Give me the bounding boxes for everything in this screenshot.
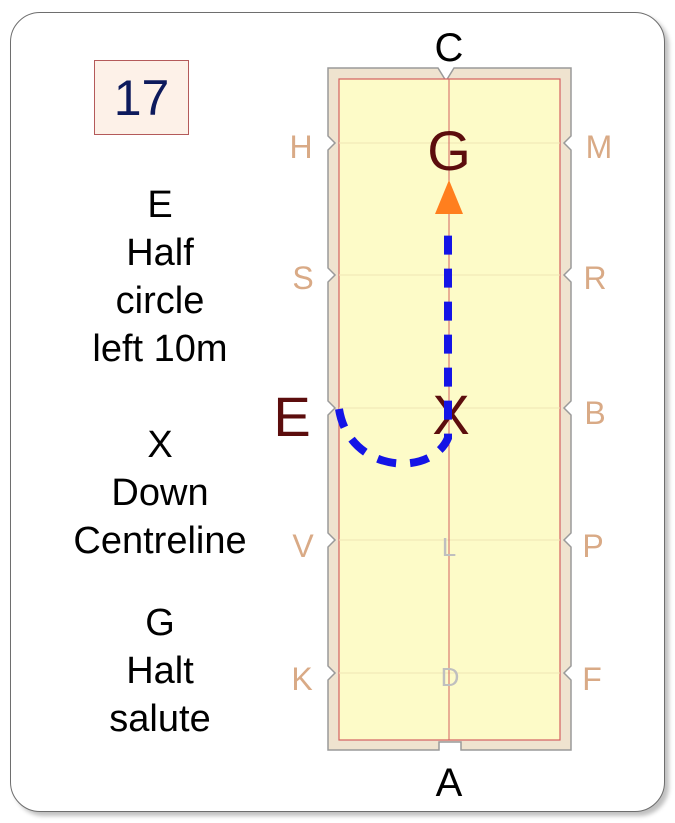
arena-letter-d: D [441,662,460,692]
instruction-marker: X [147,424,173,466]
arena-letter-f: F [582,661,602,697]
instruction-line: circle [115,280,205,322]
arena-letter-s: S [292,260,313,296]
arena-letter-c: C [435,26,464,70]
test-card: 17 E Half circle left 10m X Down Centrel… [10,12,665,812]
riding-path [335,222,452,468]
instruction-block-1: E Half circle left 10m [31,181,289,373]
instruction-line: Half [126,232,194,274]
instruction-line: Centreline [73,520,247,562]
direction-arrow-icon [435,180,463,214]
instruction-line: Halt [126,650,194,692]
instruction-line: salute [109,698,211,740]
arena-letter-m: M [586,129,613,165]
arena-letter-h: H [289,129,312,165]
arena-letter-a: A [436,761,463,805]
instruction-block-3: G Halt salute [31,599,289,743]
dressage-arena: C A H S E V K M R B P F G X L D [273,26,613,805]
arena-letter-p: P [582,528,603,564]
instruction-line: left 10m [92,328,228,370]
arena-letter-e: E [273,385,310,448]
test-number: 17 [113,69,170,126]
instruction-marker: G [145,602,175,644]
test-number-badge: 17 [94,60,189,135]
instruction-block-2: X Down Centreline [31,421,289,565]
arena-letter-b: B [584,395,605,431]
instruction-marker: E [147,184,173,226]
arena-letter-l: L [442,532,456,562]
arena-letter-g: G [427,119,471,182]
arena-letter-k: K [291,661,312,697]
arena-letter-r: R [583,260,606,296]
arena-letter-v: V [292,528,314,564]
instruction-line: Down [111,472,209,514]
